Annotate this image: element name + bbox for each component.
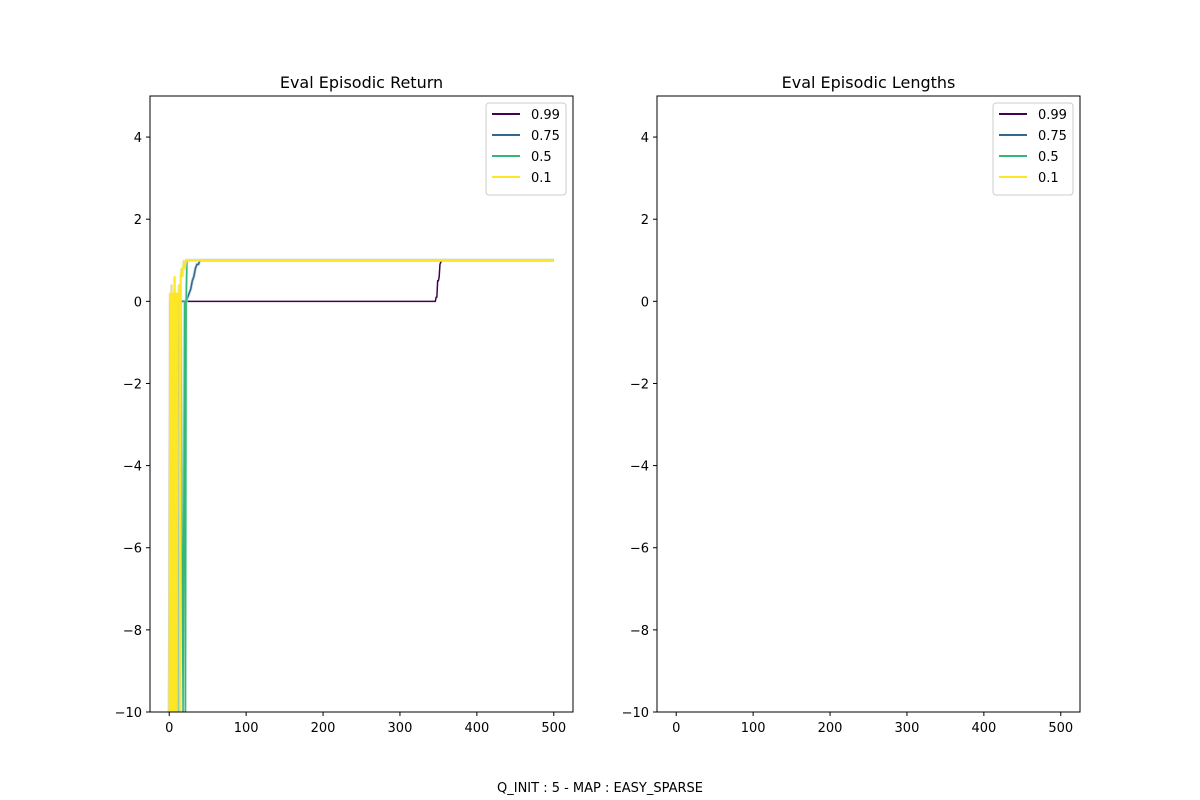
chart-1: Eval Episodic Return 0 100 200 300 400 500 −10 −… [115,73,574,736]
legend-label-0.99: 0.99 [1038,108,1067,123]
y-tick-label: 2 [641,213,649,228]
figure-suptitle: Q_INIT : 5 - MAP : EASY_SPARSE [497,781,703,796]
plot-area [167,258,554,712]
y-tick-label: 2 [134,213,142,228]
x-tick-label: 100 [234,721,259,736]
y-tick-label: −2 [630,377,649,392]
y-tick-label: −6 [630,542,649,557]
y-tick-label: −4 [123,460,142,475]
y-tick-label: −6 [123,542,142,557]
series-line-0.5 [168,259,554,712]
axes-frame [656,95,1081,713]
x-tick-label: 500 [1048,721,1073,736]
axes-frame [149,95,574,713]
series-band-0.5 [167,258,554,712]
y-tick-label: 0 [641,295,649,310]
y-tick-label: −10 [115,706,142,721]
y-tick-label: −2 [123,377,142,392]
legend-label-0.5: 0.5 [1038,150,1059,165]
x-tick-label: 300 [895,721,920,736]
legend: 0.99 0.75 0.5 0.1 [992,102,1074,196]
legend-box [992,102,1074,196]
x-tick-label: 400 [971,721,996,736]
y-tick-label: −10 [622,706,649,721]
x-tick-label: 400 [464,721,489,736]
series-line-0.99 [168,259,554,712]
series-band-0.1 [167,258,554,712]
y-tick-label: 0 [134,295,142,310]
x-tick-label: 200 [311,721,336,736]
x-tick-label: 300 [388,721,413,736]
legend-label-0.75: 0.75 [531,129,560,144]
x-tick-label: 500 [541,721,566,736]
y-tick-label: 4 [641,131,649,146]
x-tick-label: 100 [741,721,766,736]
chart-title: Eval Episodic Return [280,73,443,92]
x-tick-label: 200 [818,721,843,736]
y-tick-label: −8 [630,624,649,639]
series-line-0.75 [168,259,554,712]
legend-label-0.1: 0.1 [1038,171,1059,186]
x-tick-label: 0 [672,721,680,736]
series-line-0.1 [168,259,554,712]
legend-label-0.5: 0.5 [531,150,552,165]
legend-box [485,102,567,196]
chart-title: Eval Episodic Lengths [782,73,956,92]
y-tick-label: 4 [134,131,142,146]
y-tick-label: −4 [630,460,649,475]
y-tick-label: −8 [123,624,142,639]
legend: 0.99 0.75 0.5 0.1 [485,102,567,196]
series-band-0.75 [167,258,554,712]
legend-label-0.75: 0.75 [1038,129,1067,144]
x-tick-label: 0 [165,721,173,736]
legend-label-0.1: 0.1 [531,171,552,186]
legend-label-0.99: 0.99 [531,108,560,123]
chart-2: Eval Episodic Lengths 0 100 200 300 400 500 −10… [622,73,1081,736]
